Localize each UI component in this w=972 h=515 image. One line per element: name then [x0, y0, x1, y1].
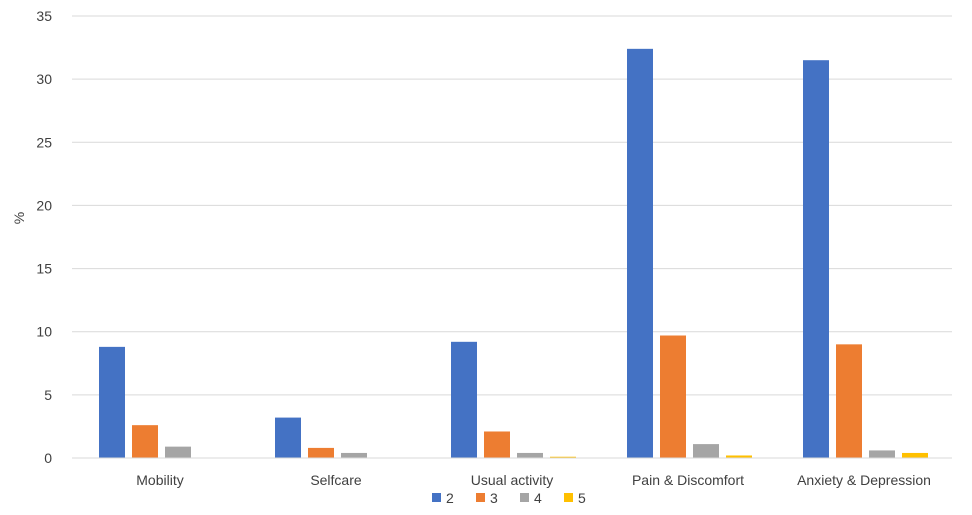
y-tick-label: 20	[36, 197, 52, 213]
bar-selfcare-series-3	[308, 447, 334, 458]
legend-swatch-2	[432, 493, 441, 502]
bar-anxiety-depression-series-5	[902, 452, 928, 458]
x-tick-label: Usual activity	[471, 472, 553, 488]
bar-anxiety-depression-series-2	[803, 60, 829, 458]
bars	[99, 48, 928, 458]
legend-label: 4	[534, 490, 542, 506]
y-axis-label: %	[11, 212, 27, 224]
bar-usual-activity-series-5	[550, 456, 576, 458]
legend-swatch-3	[476, 493, 485, 502]
x-tick-label: Selfcare	[310, 472, 362, 488]
legend-swatch-4	[520, 493, 529, 502]
legend-label: 2	[446, 490, 454, 506]
bar-pain-discomfort-series-4	[693, 444, 719, 458]
bar-mobility-series-2	[99, 346, 125, 458]
legend: 2 3 4 5	[432, 490, 586, 506]
gridlines	[72, 15, 952, 396]
x-tick-label: Mobility	[136, 472, 183, 488]
x-tick-label: Anxiety & Depression	[797, 472, 931, 488]
bar-anxiety-depression-series-4	[869, 450, 895, 458]
legend-swatch-5	[564, 493, 573, 502]
y-tick-label: 5	[44, 387, 52, 403]
y-tick-label: 10	[36, 324, 52, 340]
y-tick-label: 25	[36, 134, 52, 150]
legend-label: 3	[490, 490, 498, 506]
bar-mobility-series-3	[132, 425, 158, 458]
y-tick-label: 15	[36, 261, 52, 277]
legend-label: 5	[578, 490, 586, 506]
bar-selfcare-series-2	[275, 417, 301, 458]
y-tick-label: 0	[44, 450, 52, 466]
y-tick-label: 30	[36, 71, 52, 87]
bar-usual-activity-series-3	[484, 431, 510, 458]
bar-pain-discomfort-series-3	[660, 335, 686, 458]
bar-mobility-series-4	[165, 446, 191, 458]
x-tick-label: Pain & Discomfort	[632, 472, 744, 488]
y-axis-tick-labels: 0 5 10 15 20 25 30 35	[36, 8, 52, 466]
bar-pain-discomfort-series-5	[726, 455, 752, 458]
bar-pain-discomfort-series-2	[627, 48, 653, 458]
bar-usual-activity-series-4	[517, 452, 543, 458]
x-axis-tick-labels: Mobility Selfcare Usual activity Pain & Dis…	[136, 472, 931, 488]
y-tick-label: 35	[36, 8, 52, 24]
bar-selfcare-series-4	[341, 452, 367, 458]
bar-usual-activity-series-2	[451, 341, 477, 458]
bar-anxiety-depression-series-3	[836, 344, 862, 458]
